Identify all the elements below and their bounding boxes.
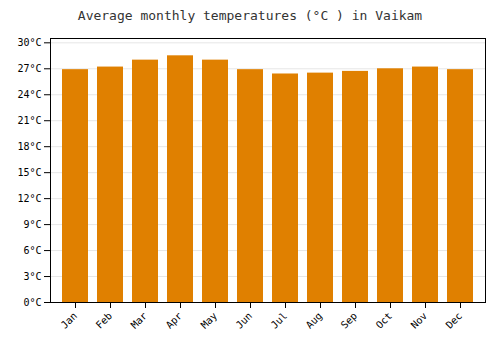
svg-text:27°C: 27°C [17, 63, 41, 74]
svg-text:Apr: Apr [164, 310, 185, 331]
svg-text:3°C: 3°C [23, 271, 41, 282]
svg-text:18°C: 18°C [17, 141, 41, 152]
svg-text:Jul: Jul [269, 310, 290, 331]
svg-text:May: May [199, 310, 220, 331]
svg-text:Oct: Oct [374, 310, 395, 331]
svg-text:12°C: 12°C [17, 193, 41, 204]
svg-text:Aug: Aug [304, 310, 325, 331]
svg-text:Nov: Nov [409, 310, 430, 331]
svg-text:24°C: 24°C [17, 89, 41, 100]
svg-text:Jan: Jan [59, 310, 80, 331]
svg-text:6°C: 6°C [23, 245, 41, 256]
svg-text:Sep: Sep [339, 310, 360, 331]
svg-text:30°C: 30°C [17, 37, 41, 48]
html-text:Average monthly temperatures (: Average monthly temperatures (°C ) in Va… [77, 8, 423, 23]
svg-text:9°C: 9°C [23, 219, 41, 230]
svg-text:Mar: Mar [129, 310, 150, 331]
svg-text:15°C: 15°C [17, 167, 41, 178]
svg-text:21°C: 21°C [17, 115, 41, 126]
svg-text:Feb: Feb [94, 310, 115, 331]
svg-text:Jun: Jun [234, 310, 255, 331]
svg-text:0°C: 0°C [23, 297, 41, 308]
svg-text:Dec: Dec [444, 310, 465, 331]
